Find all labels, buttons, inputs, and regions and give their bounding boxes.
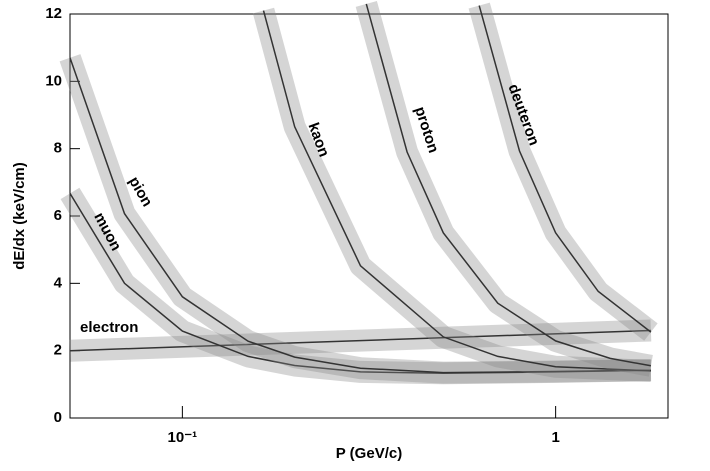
curve [69,57,651,374]
y-tick-label: 10 [45,72,62,89]
curve [478,5,652,333]
y-tick-label: 0 [54,409,62,426]
curve [365,3,652,367]
curve [262,10,651,372]
band [252,7,652,382]
series-label: electron [80,319,138,336]
curve [69,329,651,352]
y-tick-label: 6 [54,207,62,224]
y-tick-label: 12 [45,5,62,22]
y-tick-label: 2 [54,342,62,359]
y-tick-label: 8 [54,140,62,157]
band [468,2,658,341]
x-tick-label: 1 [551,429,559,446]
y-axis-label: dE/dx (keV/cm) [11,162,28,270]
y-tick-label: 4 [54,274,63,291]
x-axis-label: P (GeV/c) [336,445,402,462]
x-tick-label: 10⁻¹ [168,429,198,446]
